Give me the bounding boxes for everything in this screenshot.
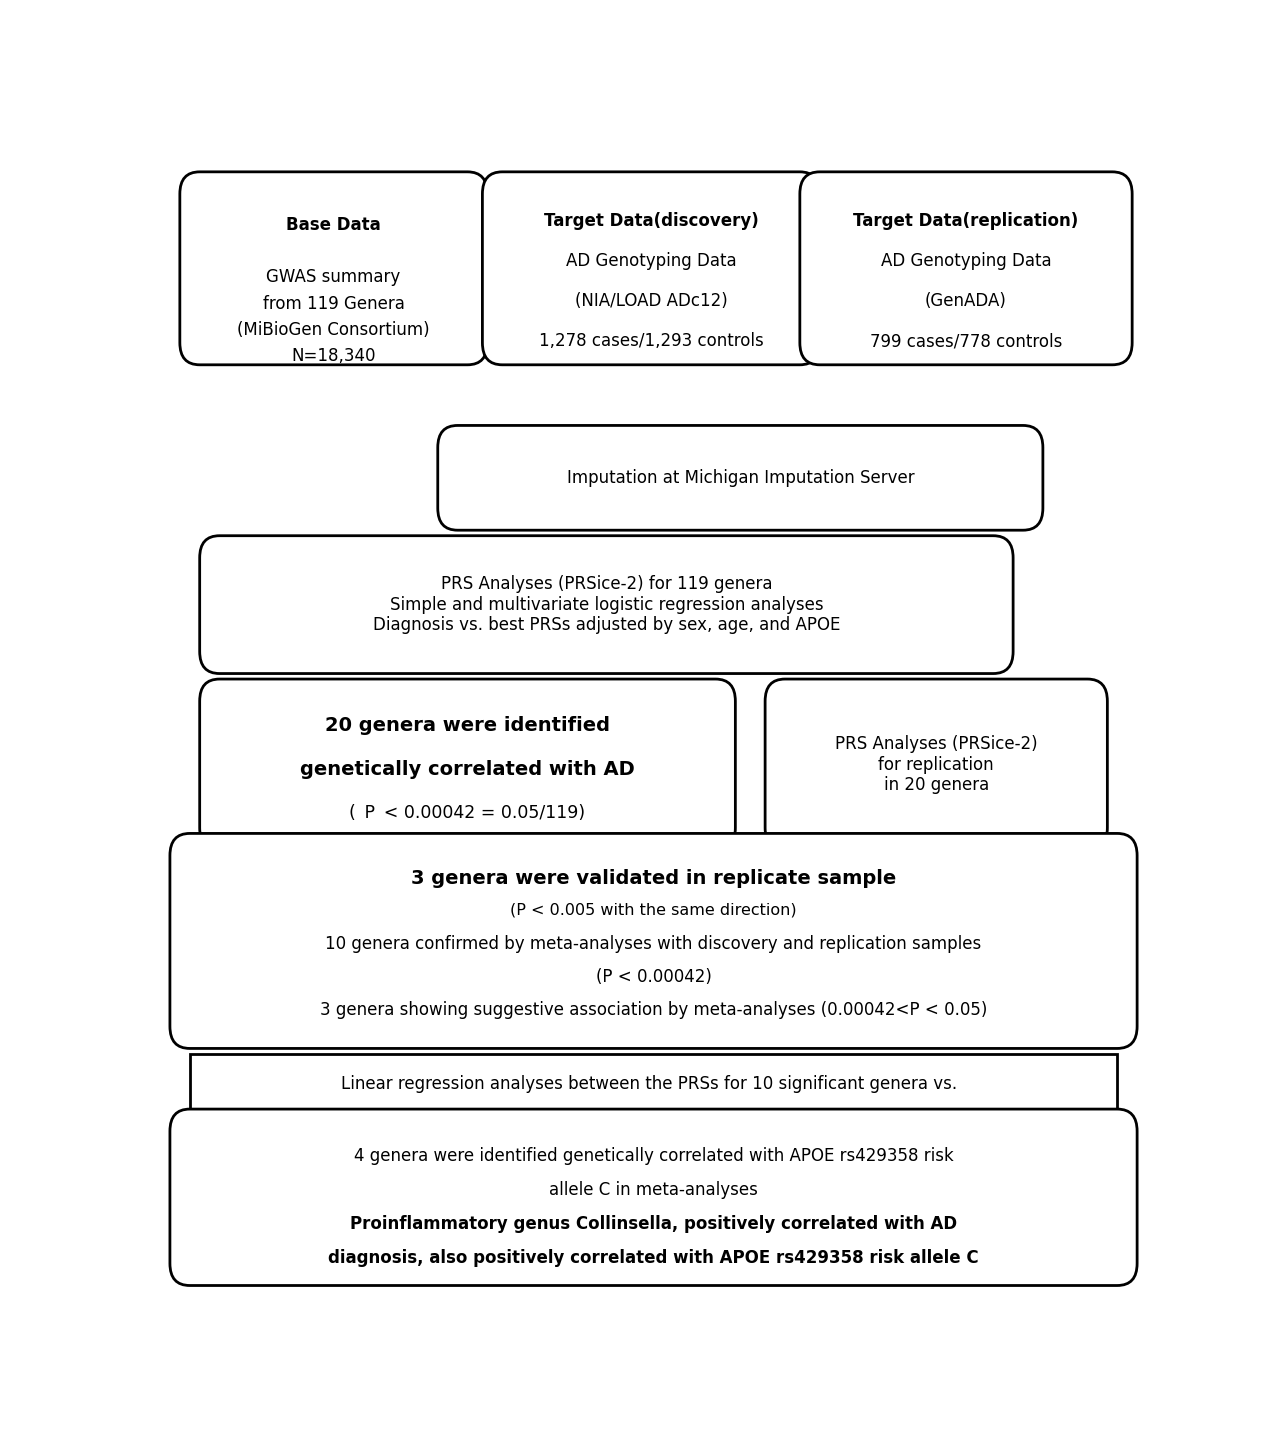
FancyBboxPatch shape [179,172,488,365]
Text: Target Data(discovery): Target Data(discovery) [544,212,759,229]
Text: AD Genotyping Data: AD Genotyping Data [566,252,736,271]
Text: diagnosis, also positively correlated with APOE rs429358 risk allele C: diagnosis, also positively correlated wi… [328,1249,979,1267]
Text: (NIA/LOAD ADc12): (NIA/LOAD ADc12) [575,292,727,311]
Text: allele C in meta-analyses: allele C in meta-analyses [549,1181,758,1199]
FancyBboxPatch shape [170,1108,1137,1286]
FancyBboxPatch shape [170,833,1137,1048]
Text: GWAS summary: GWAS summary [266,268,401,286]
Text: Target Data(replication): Target Data(replication) [854,212,1079,229]
FancyBboxPatch shape [483,172,819,365]
Text: 4 genera were identified genetically correlated with APOE rs429358 risk: 4 genera were identified genetically cor… [353,1147,954,1166]
Text: 10 genera confirmed by meta-analyses with discovery and replication samples: 10 genera confirmed by meta-analyses wit… [325,935,982,952]
Text: (GenADA): (GenADA) [925,292,1007,311]
Text: Proinflammatory genus Collinsella, positively correlated with AD: Proinflammatory genus Collinsella, posit… [349,1214,957,1233]
FancyBboxPatch shape [800,172,1132,365]
Text: 3 genera showing suggestive association by meta-analyses (0.00042<P < 0.05): 3 genera showing suggestive association … [320,1001,987,1018]
Text: genetically correlated with AD: genetically correlated with AD [300,760,635,779]
Text: (P < 0.005 with the same direction): (P < 0.005 with the same direction) [511,902,797,916]
Text: 3 genera were validated in replicate sample: 3 genera were validated in replicate sam… [411,869,896,888]
Text: Imputation at Michigan Imputation Server: Imputation at Michigan Imputation Server [567,468,914,487]
Text: ( P < 0.00042 = 0.05/119): ( P < 0.00042 = 0.05/119) [349,803,585,822]
Text: (MiBioGen Consortium): (MiBioGen Consortium) [237,321,430,339]
Text: 20 genera were identified: 20 genera were identified [325,716,611,735]
Text: AD Genotyping Data: AD Genotyping Data [881,252,1051,271]
Text: N=18,340: N=18,340 [292,347,376,365]
FancyBboxPatch shape [200,536,1014,673]
Bar [189,1054,1117,1114]
Text: Base Data: Base Data [287,216,381,235]
Text: from 119 Genera: from 119 Genera [262,295,404,312]
FancyBboxPatch shape [200,679,736,851]
Text: 1,278 cases/1,293 controls: 1,278 cases/1,293 controls [539,332,763,351]
Text: (P < 0.00042): (P < 0.00042) [595,968,712,985]
FancyBboxPatch shape [438,425,1043,530]
Text: Linear regression analyses between the PRSs for 10 significant genera vs.: Linear regression analyses between the P… [342,1075,966,1093]
Text: PRS Analyses (PRSice-2) for 119 genera
Simple and multivariate logistic regressi: PRS Analyses (PRSice-2) for 119 genera S… [372,574,840,634]
Text: 799 cases/778 controls: 799 cases/778 controls [870,332,1062,351]
Text: PRS Analyses (PRSice-2)
for replication
in 20 genera: PRS Analyses (PRSice-2) for replication … [835,735,1038,795]
FancyBboxPatch shape [765,679,1107,851]
